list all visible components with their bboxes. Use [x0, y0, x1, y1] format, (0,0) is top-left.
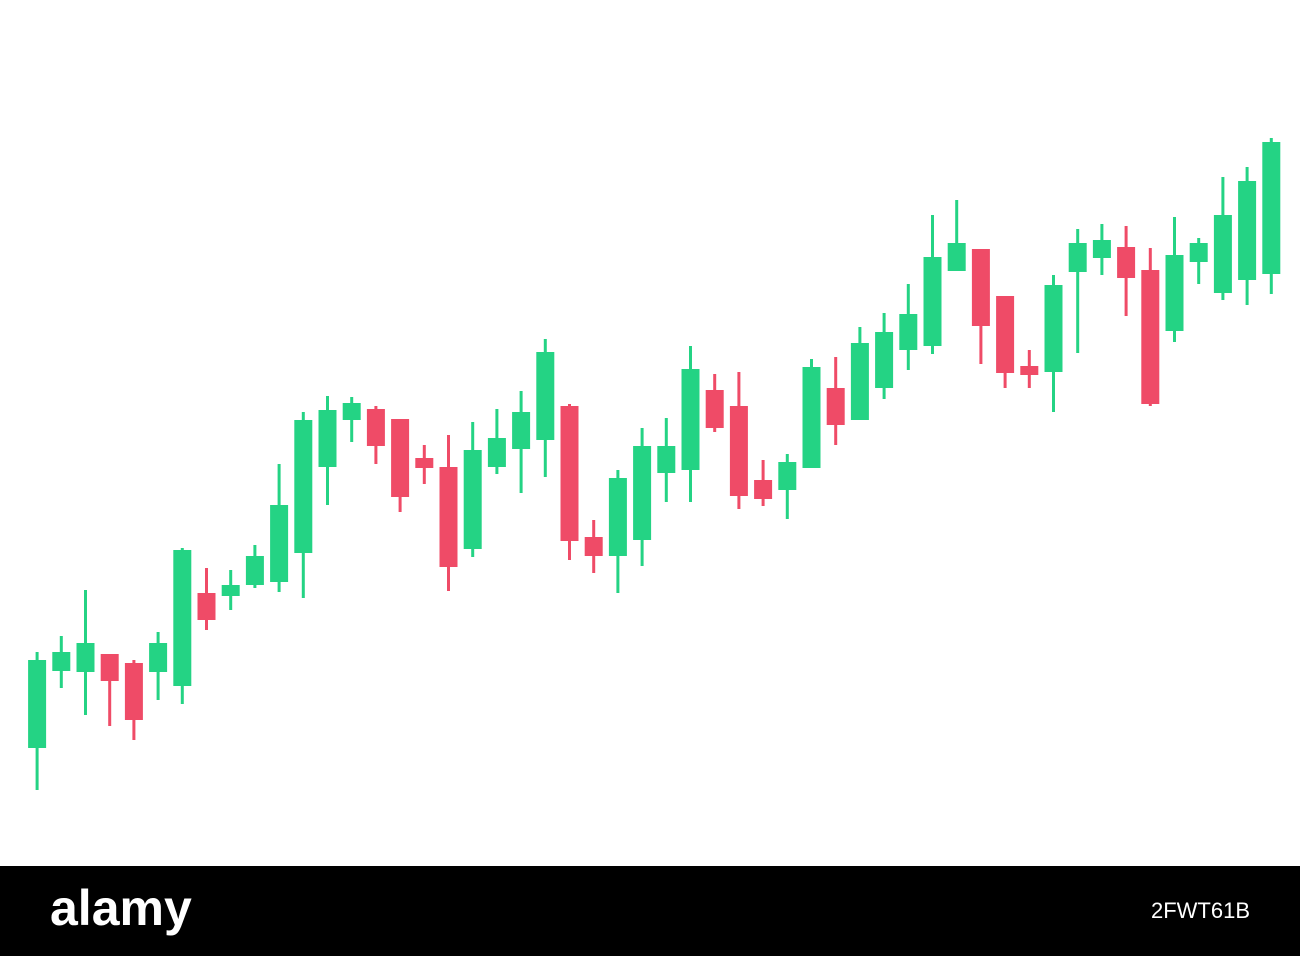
candle-body — [366, 409, 385, 446]
candle-body — [560, 406, 579, 541]
candle-body — [100, 654, 119, 681]
candle-body — [899, 314, 918, 350]
candle-body — [996, 296, 1015, 373]
candle-body — [875, 332, 894, 388]
candle-body — [923, 257, 942, 346]
candle-body — [536, 352, 555, 440]
candle-body — [802, 367, 821, 468]
candle-body — [705, 390, 724, 428]
image-id: 2FWT61B — [1151, 898, 1250, 923]
candle-body — [318, 410, 337, 467]
candle-body — [415, 458, 434, 468]
candle-body — [173, 550, 192, 686]
candle-body — [28, 660, 47, 748]
candle-body — [245, 556, 264, 585]
candle-body — [1092, 240, 1111, 258]
plot-background — [0, 0, 1300, 866]
candle-body — [76, 643, 95, 672]
candle-body — [754, 480, 773, 499]
brand: alamy — [50, 880, 192, 936]
candle-body — [971, 249, 990, 326]
candle-body — [1068, 243, 1087, 272]
candle-body — [1020, 366, 1039, 375]
candle-body — [584, 537, 603, 556]
candle-body — [463, 450, 482, 549]
candle-body — [512, 412, 531, 449]
candle-body — [1238, 181, 1257, 280]
candle-body — [633, 446, 652, 540]
candle-body — [487, 438, 506, 467]
candle-body — [221, 585, 240, 596]
candle-body — [1165, 255, 1184, 331]
candle-body — [681, 369, 700, 470]
candle-body — [778, 462, 797, 490]
candle-body — [1117, 247, 1136, 278]
candle-body — [149, 643, 168, 672]
candle-body — [1141, 270, 1160, 404]
candle-body — [52, 652, 71, 671]
candle-body — [439, 467, 458, 567]
footer-bar — [0, 866, 1300, 956]
candle-body — [608, 478, 627, 556]
candle-body — [1044, 285, 1063, 372]
candle-body — [270, 505, 289, 582]
candle-body — [391, 419, 410, 497]
candle-body — [197, 593, 216, 620]
candle-body — [657, 446, 676, 473]
candle-body — [342, 403, 361, 420]
candle-body — [1262, 142, 1281, 274]
candle-body — [947, 243, 966, 271]
candle-body — [124, 663, 143, 720]
candle-body — [729, 406, 748, 496]
candle-body — [1213, 215, 1232, 293]
candle-body — [1189, 243, 1208, 262]
candle-body — [826, 388, 845, 425]
candle-body — [850, 343, 869, 420]
candle-body — [294, 420, 313, 553]
